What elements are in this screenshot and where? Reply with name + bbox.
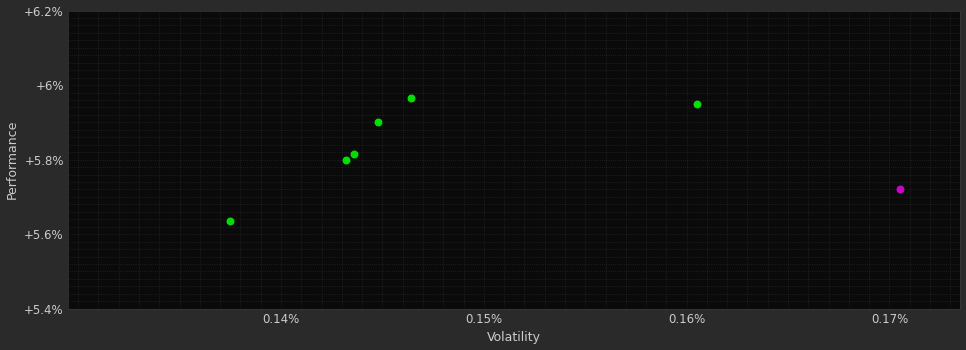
Point (892, 186, 907, 191)
Point (689, 101, 704, 106)
Point (403, 95, 418, 101)
Point (222, 218, 238, 224)
Point (346, 151, 361, 157)
Y-axis label: Performance: Performance (6, 120, 18, 200)
Point (371, 120, 386, 125)
X-axis label: Volatility: Volatility (487, 331, 541, 344)
Point (338, 157, 354, 162)
